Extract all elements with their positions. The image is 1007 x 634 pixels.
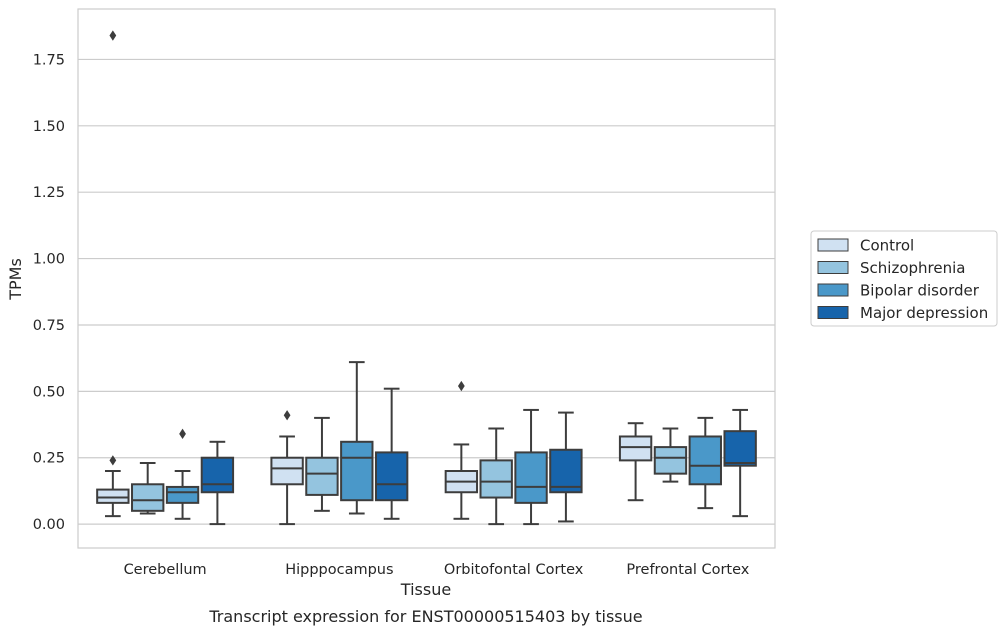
plot-area-frame	[77, 8, 776, 549]
box-iqr	[96, 488, 130, 504]
box-2-1	[479, 427, 513, 526]
box-0-3	[200, 440, 235, 526]
box-1-2	[340, 361, 374, 515]
y-axis-label: TPMs	[6, 258, 25, 301]
boxes	[96, 30, 757, 526]
box-0-2	[165, 428, 200, 520]
box-1-3	[374, 387, 409, 520]
box-iqr	[374, 451, 409, 502]
outlier-point	[179, 428, 186, 440]
box-2-3	[549, 411, 583, 523]
box-3-0	[618, 422, 653, 502]
box-3-1	[653, 427, 688, 483]
x-axis-ticks: Cerebellum Hipppocampus Orbitofontal Corte…	[124, 562, 750, 578]
legend-label: Major depression	[860, 304, 988, 322]
box-iqr	[723, 430, 757, 467]
outlier-point	[109, 455, 117, 466]
box-iqr	[479, 459, 513, 499]
outlier-point	[457, 380, 465, 392]
box-2-0	[444, 380, 479, 520]
outlier-point	[283, 410, 291, 421]
x-tick-label: Cerebellum	[124, 562, 207, 578]
box-iqr	[131, 483, 165, 512]
legend-swatch	[817, 283, 849, 297]
box-2-2	[514, 408, 548, 526]
outlier-point	[109, 30, 117, 41]
legend-label: Control	[860, 237, 914, 255]
box-0-0	[96, 30, 130, 518]
y-tick-label: 0.50	[33, 384, 65, 400]
box-3-3	[723, 408, 757, 518]
box-1-1	[305, 416, 339, 512]
y-axis-ticks: 0.00 0.25 0.50 0.75 1.00 1.25 1.50 1.75	[33, 52, 65, 533]
box-iqr	[549, 448, 583, 494]
legend-label: Schizophrenia	[860, 259, 965, 277]
box-iqr	[270, 456, 304, 486]
box-3-2	[688, 416, 722, 510]
box-iqr	[618, 435, 653, 462]
box-iqr	[653, 446, 688, 475]
y-tick-label: 1.75	[33, 52, 65, 68]
y-tick-label: 0.00	[33, 517, 65, 533]
box-iqr	[305, 456, 339, 496]
box-iqr	[200, 456, 235, 494]
y-tick-label: 0.75	[33, 318, 65, 334]
legend-swatch	[817, 238, 849, 252]
x-tick-label: Prefrontal Cortex	[626, 562, 749, 578]
legend: Control Schizophrenia Bipolar disorder Majo…	[810, 230, 998, 327]
box-iqr	[340, 440, 374, 502]
y-tick-label: 1.25	[33, 185, 65, 201]
legend-swatch	[817, 261, 849, 274]
y-tick-label: 0.25	[33, 451, 65, 467]
gridlines	[78, 58, 775, 525]
box-1-0	[270, 410, 304, 526]
legend-label: Bipolar disorder	[860, 282, 980, 300]
y-tick-label: 1.50	[33, 119, 65, 135]
x-tick-label: Hipppocampus	[285, 562, 393, 578]
box-iqr	[514, 451, 548, 504]
box-0-1	[131, 462, 165, 515]
legend-frame	[810, 230, 998, 327]
box-iqr	[688, 435, 722, 486]
box-iqr	[165, 485, 200, 504]
x-axis-label: Tissue	[400, 580, 451, 599]
legend-swatch	[817, 306, 849, 319]
x-tick-label: Orbitofontal Cortex	[444, 562, 584, 578]
chart-caption: Transcript expression for ENST0000051540…	[208, 607, 642, 626]
y-tick-label: 1.00	[33, 252, 65, 268]
